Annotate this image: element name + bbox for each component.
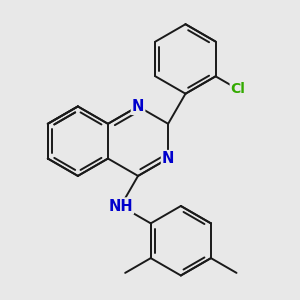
Text: NH: NH <box>108 199 133 214</box>
Text: N: N <box>132 99 144 114</box>
Text: N: N <box>162 151 174 166</box>
Text: Cl: Cl <box>231 82 246 96</box>
